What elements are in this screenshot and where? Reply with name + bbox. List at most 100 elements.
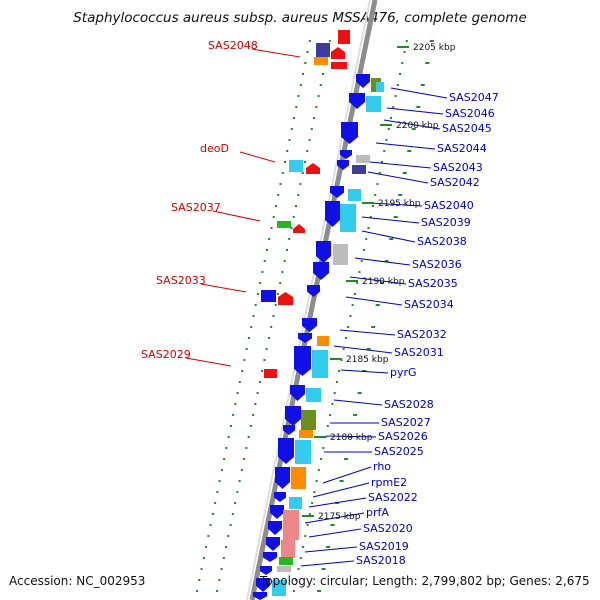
- inner-right-track-dot: [304, 535, 307, 537]
- cyan-gene-block: [340, 204, 356, 232]
- leader-line-right: [390, 87, 448, 99]
- leader-line-left: [185, 357, 232, 367]
- inner-right-track-dot: [317, 469, 320, 471]
- blue-gene-arrow: [316, 241, 331, 263]
- cyan-gene-block: [306, 388, 321, 402]
- leader-line-right: [383, 119, 441, 130]
- inner-left-track-dot: [299, 183, 302, 185]
- green-gene-block: [279, 557, 293, 565]
- inner-left-track-dot: [267, 337, 270, 339]
- blue-gene-arrow: [307, 285, 320, 297]
- gene-label-right: rpmE2: [371, 476, 407, 489]
- inner-left-track-dot: [283, 260, 286, 262]
- outer-left-track-dot: [283, 161, 286, 163]
- gene-features: [253, 30, 384, 600]
- scale-label: 2180 kbp: [330, 433, 373, 443]
- outer-right-track-dot: [366, 348, 371, 350]
- cyan-gene-block: [366, 96, 381, 112]
- outer-left-track-dot: [279, 183, 282, 185]
- blue-gene-arrow: [268, 521, 282, 535]
- tick-dots: [196, 40, 434, 592]
- outer-left-track-dot: [295, 106, 298, 108]
- topology-text: Topology: circular; Length: 2,799,802 bp…: [260, 574, 590, 588]
- outer-left-track-dot: [270, 227, 273, 229]
- gene-label-left: deoD: [200, 142, 229, 155]
- gene-label-right: SAS2034: [404, 298, 454, 311]
- inner-right-track-dot: [347, 326, 350, 328]
- outer-left-track-dot: [205, 546, 208, 548]
- red-gene-small: [264, 369, 277, 378]
- blue-gene-arrow: [266, 537, 280, 551]
- outer-left-track-dot: [277, 194, 280, 196]
- outer-left-track-dot: [238, 381, 241, 383]
- leader-line-right: [308, 528, 362, 538]
- scale-label: 2195 kbp: [378, 199, 421, 209]
- outer-right-track-dot: [321, 568, 326, 570]
- blue-gene-arrow: [340, 150, 352, 159]
- inner-right-track-dot: [320, 458, 323, 460]
- outer-left-track-dot: [220, 469, 223, 471]
- inner-left-track-dot: [328, 40, 331, 42]
- inner-left-track-dot: [258, 381, 261, 383]
- gene-label-right: SAS2027: [381, 416, 431, 429]
- gene-labels: SAS2048 deoD SAS2037 SAS2033 SAS2029 SAS2047 S…: [141, 39, 499, 567]
- pink-gene-block: [281, 540, 295, 558]
- leader-line-right: [304, 546, 358, 553]
- outer-left-track-dot: [202, 557, 205, 559]
- outer-right-track-dot: [371, 326, 376, 328]
- inner-right-track-dot: [390, 117, 393, 119]
- leader-line-right: [333, 399, 383, 406]
- inner-right-track-dot: [293, 590, 296, 592]
- gene-label-right: SAS2038: [417, 235, 467, 248]
- leader-line-right: [322, 466, 372, 484]
- inner-left-track-dot: [313, 117, 316, 119]
- outer-left-track-dot: [241, 370, 244, 372]
- blue-gene-arrow: [294, 346, 311, 376]
- inner-right-track-dot: [365, 238, 368, 240]
- cyan-gene-block: [289, 497, 302, 509]
- gene-label-right: SAS2043: [433, 161, 483, 174]
- gene-label-right: SAS2031: [394, 346, 444, 359]
- inner-left-track-dot: [249, 425, 252, 427]
- gray-gene-block: [277, 566, 291, 572]
- gene-label-right: SAS2032: [397, 328, 447, 341]
- inner-left-track-dot: [238, 480, 241, 482]
- cyan-gene-block: [272, 580, 286, 596]
- gene-label-left: SAS2048: [208, 39, 258, 52]
- gene-label-right: rho: [373, 460, 391, 473]
- outer-right-track-dot: [425, 62, 430, 64]
- outer-left-track-dot: [232, 414, 235, 416]
- orange-gene-block: [317, 336, 329, 346]
- gene-label-right: SAS2047: [449, 91, 499, 104]
- outer-left-track-dot: [243, 359, 246, 361]
- outer-left-track-dot: [263, 260, 266, 262]
- blue-gene-arrow: [330, 186, 344, 198]
- gene-label-left: SAS2037: [171, 201, 221, 214]
- blue-gene-arrow: [275, 467, 290, 489]
- gene-label-right: SAS2035: [408, 277, 458, 290]
- blue-gene-arrow: [313, 262, 329, 280]
- leader-line-right: [369, 202, 423, 207]
- blue-gene-arrow: [285, 406, 301, 426]
- outer-left-track-dot: [216, 491, 219, 493]
- outer-right-track-dot: [330, 524, 335, 526]
- inner-right-track-dot: [367, 227, 370, 229]
- inner-right-track-dot: [342, 348, 345, 350]
- outer-right-track-dot: [353, 414, 358, 416]
- inner-left-track-dot: [310, 128, 313, 130]
- gene-label-right: SAS2025: [374, 445, 424, 458]
- gene-label-right: SAS2044: [437, 142, 487, 155]
- cyan-gene-block: [295, 440, 311, 464]
- outer-left-track-dot: [245, 348, 248, 350]
- inner-right-track-dot: [392, 106, 395, 108]
- inner-right-track-dot: [353, 293, 356, 295]
- red-gene-arrow: [331, 47, 345, 59]
- leader-line-right: [354, 257, 411, 266]
- inner-right-track-dot: [297, 568, 300, 570]
- inner-left-track-dot: [306, 150, 309, 152]
- inner-left-track-dot: [218, 579, 221, 581]
- outer-right-track-dot: [398, 194, 403, 196]
- inner-right-track-dot: [333, 392, 336, 394]
- inner-left-track-dot: [227, 535, 230, 537]
- inner-right-track-dot: [295, 579, 298, 581]
